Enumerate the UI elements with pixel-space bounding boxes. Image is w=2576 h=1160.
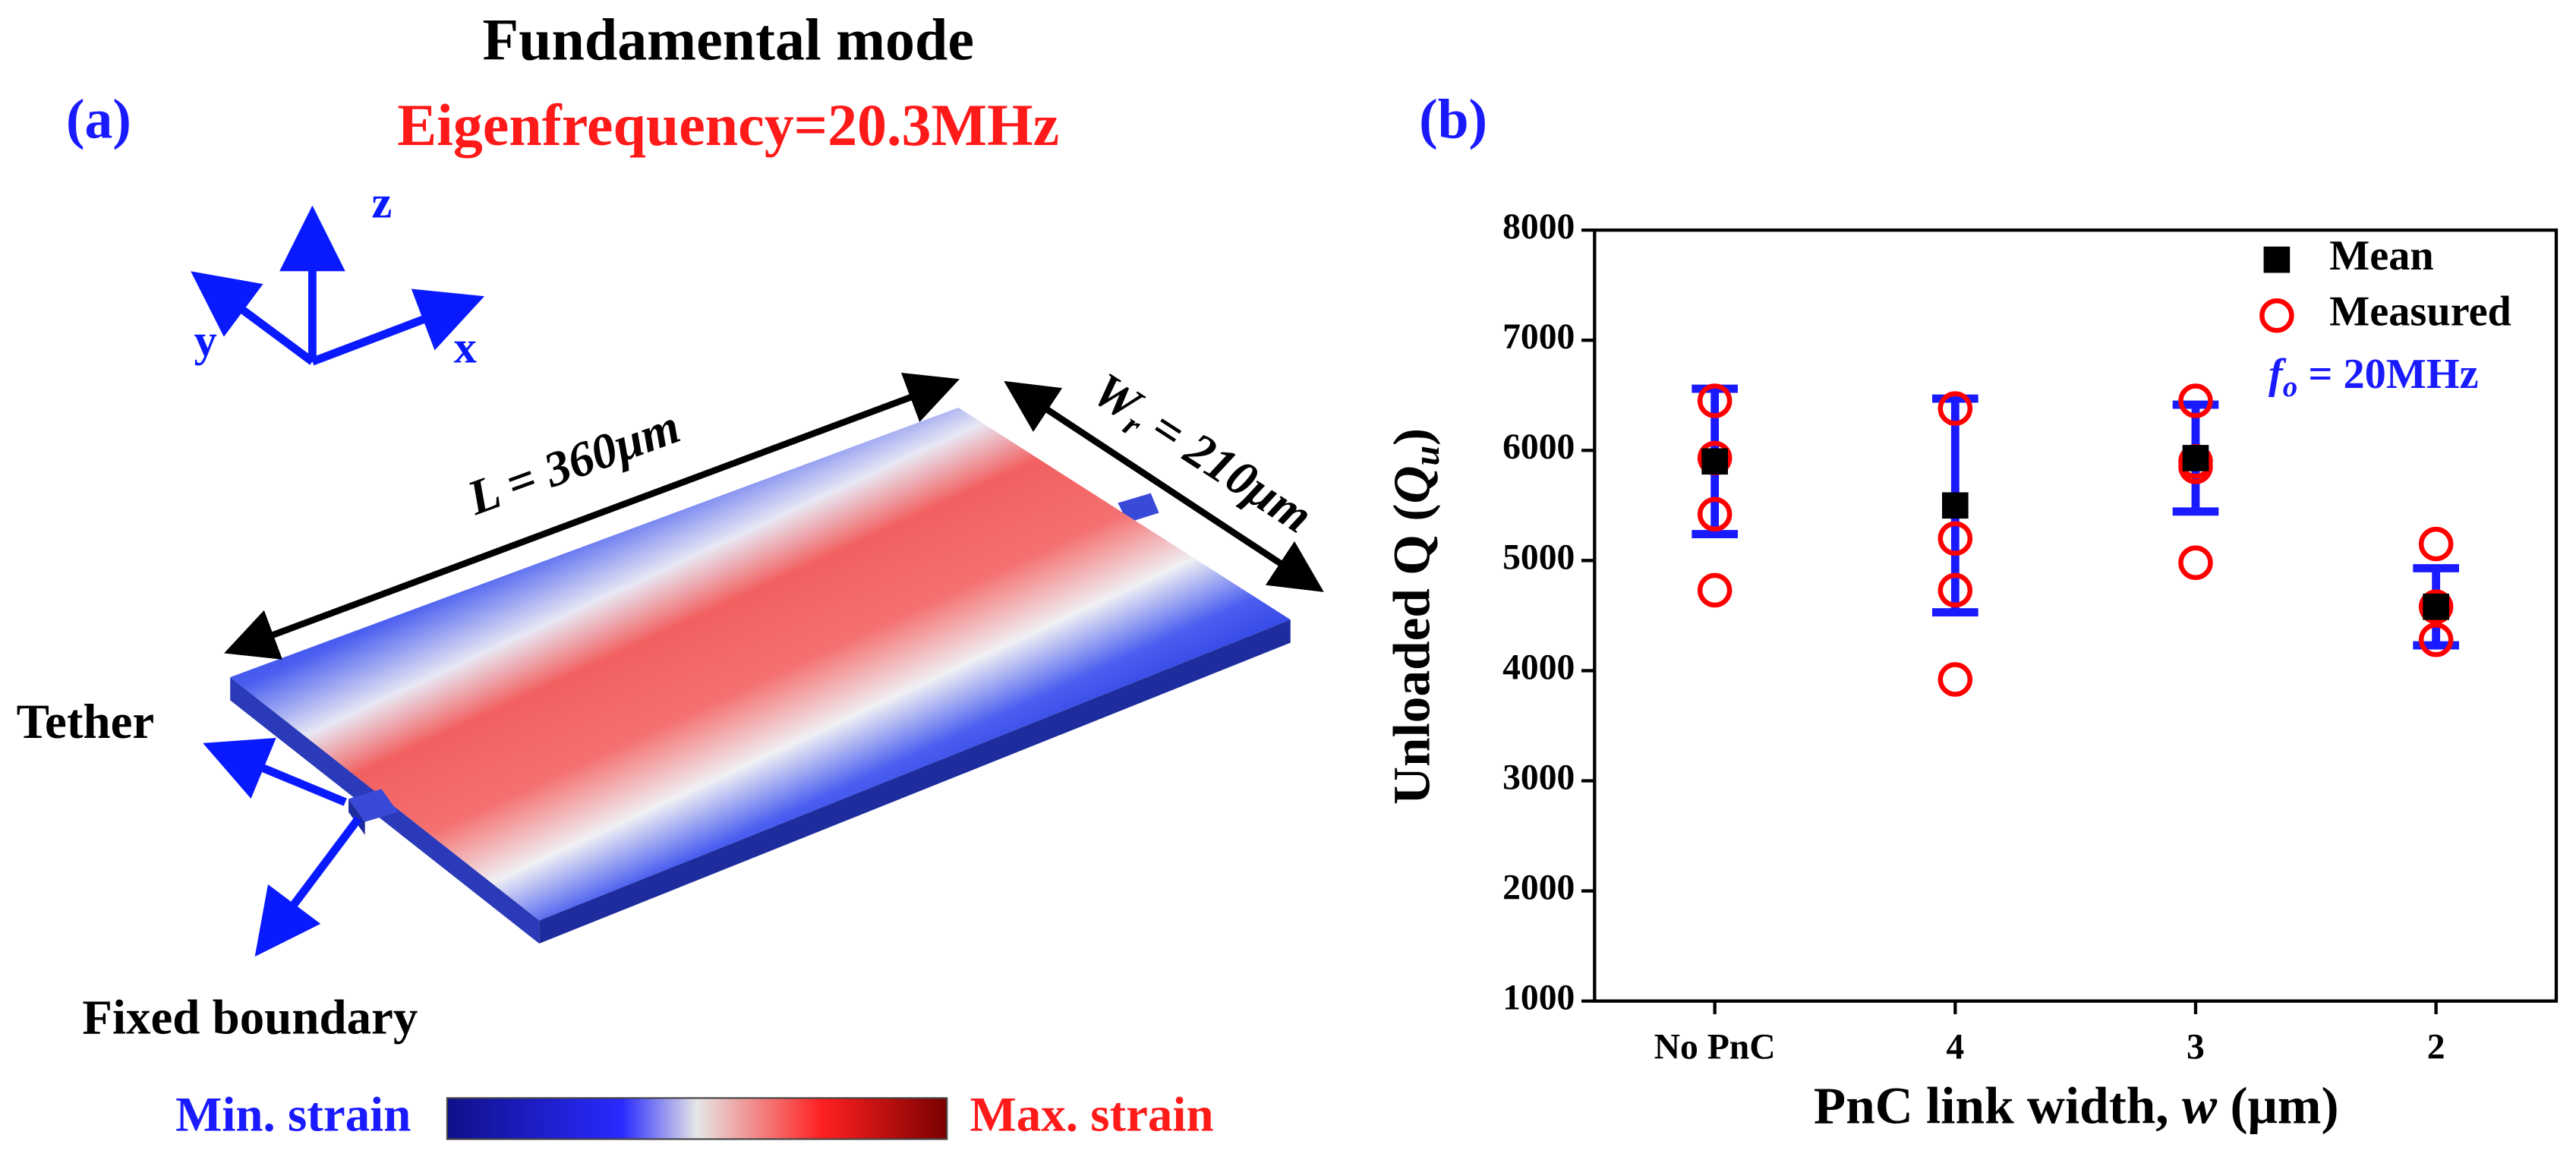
colorbar <box>446 1097 948 1140</box>
measured-point <box>1697 383 1733 418</box>
measured-point <box>2418 526 2454 562</box>
max-strain: Max. strain <box>970 1087 1214 1142</box>
length-arrow <box>224 373 960 660</box>
y-axis-label: Unloaded Q (Qu) <box>1382 428 1446 805</box>
min-strain: Min. strain <box>175 1087 411 1142</box>
axis-y: y <box>194 316 217 367</box>
legend-label: Measured <box>2329 288 2511 336</box>
measured-point <box>1938 662 1973 697</box>
y-tick-label: 8000 <box>1502 207 1575 247</box>
measured-point <box>1697 572 1733 608</box>
measured-point <box>2178 545 2213 580</box>
panel-label: (b) <box>1419 87 1487 150</box>
axis-x: x <box>454 322 477 373</box>
y-tick-label: 7000 <box>1502 317 1575 357</box>
axis-z: z <box>371 178 392 229</box>
y-tick-label: 2000 <box>1502 868 1575 907</box>
legend-label: Mean <box>2329 232 2434 279</box>
width-arrow <box>1004 380 1324 592</box>
plot-frame <box>1593 228 2559 1003</box>
length-label: L = 360μm <box>460 399 687 526</box>
measured-point <box>1938 521 1973 556</box>
measured-point <box>2418 623 2454 657</box>
y-tick-label: 3000 <box>1502 758 1575 797</box>
measured-point <box>1697 496 1733 532</box>
fixed-arrow <box>254 816 362 957</box>
tether-label: Tether <box>17 695 155 749</box>
legend-marker <box>2259 298 2294 333</box>
panel-label: (a) <box>66 87 131 150</box>
subtitle: Eigenfrequency=20.3MHz <box>397 93 1059 158</box>
fixed-label: Fixed boundary <box>82 991 418 1045</box>
measured-point <box>2418 589 2454 625</box>
mean-point <box>2182 445 2209 471</box>
mean-point <box>2423 593 2449 620</box>
y-tick-label: 4000 <box>1502 648 1575 687</box>
mean-point <box>1941 492 1969 519</box>
x-tick-label: 3 <box>2187 1028 2205 1067</box>
chart: (b) PnC link width, w (μm) Unloaded Q (Q… <box>1382 87 2559 1135</box>
measured-point <box>1938 572 1973 608</box>
y-tick-label: 5000 <box>1502 537 1575 577</box>
x-tick-label: No PnC <box>1654 1028 1776 1067</box>
axis-triad <box>191 205 485 366</box>
y-tick-label: 6000 <box>1502 427 1575 467</box>
measured-point <box>2178 383 2213 418</box>
tether-arrow <box>203 738 347 806</box>
legend-marker <box>2263 246 2291 273</box>
resonator <box>230 407 1291 944</box>
x-tick-label: 4 <box>1946 1028 1964 1067</box>
y-tick-label: 1000 <box>1502 979 1575 1018</box>
mean-point <box>1701 448 1728 475</box>
measured-point <box>1938 391 1973 426</box>
title: Fundamental mode <box>483 8 974 73</box>
annotation: fo = 20MHz <box>2269 351 2479 403</box>
x-axis-label: PnC link width, w (μm) <box>1814 1076 2339 1135</box>
x-tick-label: 2 <box>2427 1028 2445 1067</box>
